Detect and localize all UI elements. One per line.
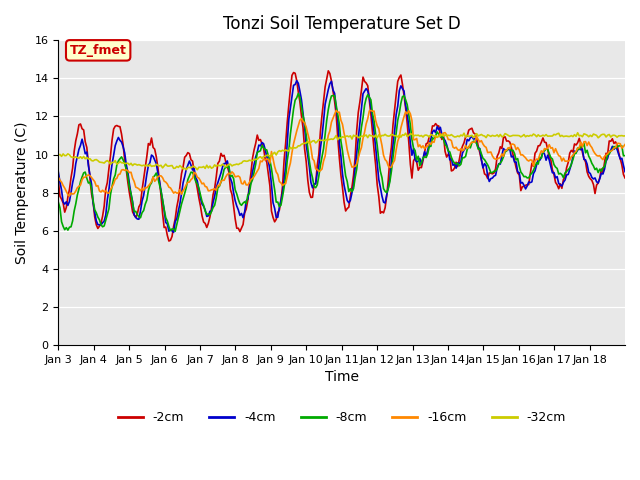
-32cm: [244, 158, 252, 164]
-16cm: [244, 182, 252, 188]
-16cm: [54, 174, 62, 180]
-8cm: [54, 200, 62, 205]
-8cm: [124, 173, 132, 179]
-8cm: [244, 192, 252, 198]
-2cm: [54, 179, 62, 184]
-2cm: [621, 175, 629, 181]
-32cm: [621, 133, 629, 139]
-4cm: [253, 149, 261, 155]
Title: Tonzi Soil Temperature Set D: Tonzi Soil Temperature Set D: [223, 15, 461, 33]
-16cm: [621, 142, 629, 147]
-2cm: [165, 238, 173, 244]
-4cm: [305, 164, 313, 170]
-2cm: [225, 169, 233, 175]
Line: -16cm: -16cm: [58, 110, 625, 196]
-8cm: [621, 153, 629, 158]
-4cm: [293, 78, 301, 84]
-8cm: [305, 158, 313, 164]
-32cm: [225, 161, 233, 167]
-2cm: [593, 182, 600, 188]
Text: TZ_fmet: TZ_fmet: [70, 44, 127, 57]
-2cm: [304, 177, 312, 183]
Line: -2cm: -2cm: [58, 71, 625, 241]
-4cm: [54, 169, 62, 175]
Line: -8cm: -8cm: [58, 94, 625, 231]
-16cm: [66, 193, 74, 199]
Line: -4cm: -4cm: [58, 81, 625, 232]
-8cm: [253, 149, 261, 155]
-4cm: [244, 196, 252, 202]
-16cm: [253, 168, 261, 174]
-32cm: [574, 130, 582, 136]
-32cm: [124, 160, 132, 166]
-8cm: [294, 91, 302, 96]
-16cm: [593, 153, 600, 158]
-16cm: [304, 131, 312, 136]
-2cm: [124, 180, 132, 185]
-32cm: [54, 152, 62, 158]
Legend: -2cm, -4cm, -8cm, -16cm, -32cm: -2cm, -4cm, -8cm, -16cm, -32cm: [113, 407, 571, 430]
-32cm: [253, 156, 261, 162]
-4cm: [621, 169, 629, 175]
-4cm: [124, 169, 132, 175]
-32cm: [304, 138, 312, 144]
-2cm: [244, 197, 252, 203]
-32cm: [593, 132, 600, 138]
-4cm: [225, 165, 233, 170]
-4cm: [170, 229, 177, 235]
-16cm: [225, 170, 233, 176]
-16cm: [332, 108, 340, 113]
-8cm: [172, 228, 179, 234]
-32cm: [193, 167, 201, 173]
-2cm: [253, 132, 261, 138]
-4cm: [593, 179, 600, 185]
-8cm: [593, 165, 600, 171]
Y-axis label: Soil Temperature (C): Soil Temperature (C): [15, 121, 29, 264]
-16cm: [125, 169, 133, 175]
-2cm: [324, 68, 332, 74]
-8cm: [225, 163, 233, 169]
Line: -32cm: -32cm: [58, 133, 625, 170]
X-axis label: Time: Time: [324, 371, 358, 384]
